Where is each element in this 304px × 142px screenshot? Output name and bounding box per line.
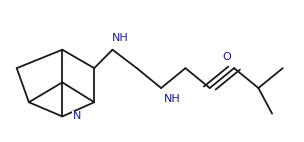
Text: NH: NH <box>163 94 180 104</box>
Text: N: N <box>73 111 82 121</box>
Text: O: O <box>222 52 231 62</box>
Text: NH: NH <box>112 33 129 43</box>
